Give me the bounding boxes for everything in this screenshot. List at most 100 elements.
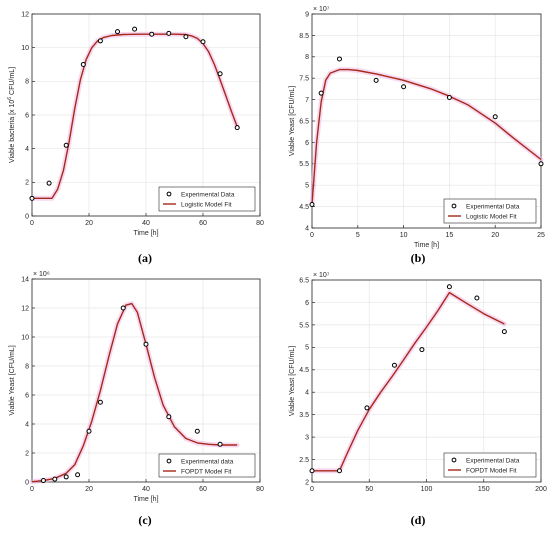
y-axis-label: Viable Yeast [CFU/mL] — [9, 345, 16, 415]
y-tick-label: 4 — [305, 390, 309, 397]
data-point — [200, 39, 206, 45]
data-point — [166, 30, 172, 36]
x-tick-label: 0 — [310, 232, 314, 239]
y-tick-label: 8 — [305, 54, 309, 61]
y-tick-label: 6 — [305, 300, 309, 307]
y-tick-label: 5 — [305, 345, 309, 352]
y-tick-label: 5 — [305, 183, 309, 190]
y-tick-label: 4 — [25, 146, 29, 153]
legend-marker-icon — [166, 191, 172, 197]
y-axis-label: Viable Yeast [CFU/mL] — [289, 346, 296, 416]
y-tick-label: 2.5 — [299, 457, 309, 464]
x-tick-label: 10 — [400, 232, 408, 239]
x-tick-label: 0 — [30, 486, 34, 493]
legend-marker-icon — [451, 203, 457, 209]
y-tick-label: 0 — [25, 213, 29, 220]
y-tick-label: 4 — [25, 421, 29, 428]
legend: Experimental Data Logistic Model Fit — [443, 198, 537, 224]
data-point — [446, 94, 452, 100]
axis-exponent-label: × 10⁷ — [313, 272, 330, 279]
y-axis-label: Viable Yeast [CFU/mL] — [289, 86, 296, 156]
fit-line — [31, 302, 238, 483]
data-point — [63, 474, 69, 480]
data-point — [166, 414, 172, 420]
x-tick-label: 20 — [491, 232, 499, 239]
data-point — [194, 428, 200, 434]
data-point — [373, 77, 379, 83]
legend: Experimental Data Logistic Model Fit — [158, 186, 256, 212]
fit-line — [312, 291, 505, 472]
data-point — [86, 428, 92, 434]
x-tick-label: 0 — [30, 220, 34, 227]
y-tick-label: 5.5 — [299, 161, 309, 168]
y-axis-label-unit: CFU/mL] — [9, 67, 16, 95]
x-tick-label: 60 — [199, 486, 207, 493]
data-point — [75, 472, 81, 478]
data-point — [446, 284, 452, 290]
y-tick-label: 6 — [25, 392, 29, 399]
y-tick-label: 8 — [25, 363, 29, 370]
data-point — [309, 201, 315, 207]
legend-label-data: Experimental Data — [181, 191, 235, 198]
legend-label-data: Experimental data — [181, 458, 234, 465]
panel-label-c: (c) — [138, 513, 151, 527]
x-tick-label: 40 — [142, 486, 150, 493]
fit-line — [311, 68, 542, 205]
y-tick-label: 10 — [21, 334, 29, 341]
x-tick-label: 0 — [310, 486, 314, 493]
y-axis-label-exponent: 6 — [7, 97, 13, 100]
chart-panel-2: 0 5 10 15 20 25 4 4.5 5 5.5 6 6.5 7 7.5 8 8.5 9 × 10⁷ Time… — [289, 6, 545, 249]
x-tick-label: 150 — [478, 486, 490, 493]
x-axis-label: Time [h] — [133, 496, 158, 503]
x-tick-label: 25 — [537, 232, 545, 239]
y-tick-label: 2 — [25, 450, 29, 457]
legend-box — [158, 453, 256, 478]
fit-line — [32, 33, 238, 200]
data-point — [318, 90, 324, 96]
y-tick-label: 5.5 — [299, 322, 309, 329]
data-point — [120, 305, 126, 311]
data-point — [80, 62, 86, 67]
data-point — [419, 347, 425, 353]
data-point — [391, 362, 397, 368]
data-point — [336, 56, 342, 62]
data-point — [149, 31, 155, 37]
panel-label-b: (b) — [411, 251, 426, 265]
y-tick-label: 0 — [25, 479, 29, 486]
chart-panel-3: 0 20 40 60 80 0 2 4 6 8 10 12 14 × 10⁶ Time [h] Viable … — [9, 271, 264, 503]
axis-exponent-label: × 10⁶ — [33, 271, 50, 278]
legend-box — [158, 186, 256, 212]
data-point — [132, 26, 138, 32]
chart-panel-4: 0 50 100 150 200 2 2.5 3 3.5 4 4.5 5 5.5 6 6.5 × 10⁷ Via… — [289, 272, 547, 493]
x-tick-label: 100 — [421, 486, 433, 493]
panel-label-a: (a) — [138, 251, 152, 265]
y-tick-label: 3 — [305, 435, 309, 442]
data-point — [97, 38, 103, 44]
data-point — [40, 478, 46, 484]
data-point — [143, 341, 149, 347]
y-tick-label: 3.5 — [299, 412, 309, 419]
y-tick-label: 4.5 — [299, 204, 309, 211]
x-tick-label: 50 — [365, 486, 373, 493]
x-tick-label: 20 — [85, 486, 93, 493]
y-tick-label: 2 — [305, 479, 309, 486]
data-point — [217, 441, 223, 447]
legend-label-fit: Logistic Model Fit — [466, 213, 517, 220]
data-point — [336, 468, 342, 474]
y-tick-label: 6.5 — [299, 118, 309, 125]
data-point — [492, 114, 498, 120]
data-point — [29, 195, 35, 201]
legend-label-data: Experimental Data — [466, 457, 520, 464]
data-point — [115, 29, 120, 35]
y-tick-label: 4.5 — [299, 367, 309, 374]
x-tick-label: 200 — [535, 486, 547, 493]
legend-box — [443, 198, 537, 224]
legend-label-fit: FOPDT Model Fit — [181, 468, 232, 475]
data-point — [364, 405, 370, 411]
legend-label-fit: Logistic Model Fit — [181, 201, 232, 208]
data-point — [46, 180, 52, 186]
y-tick-label: 6 — [305, 140, 309, 147]
